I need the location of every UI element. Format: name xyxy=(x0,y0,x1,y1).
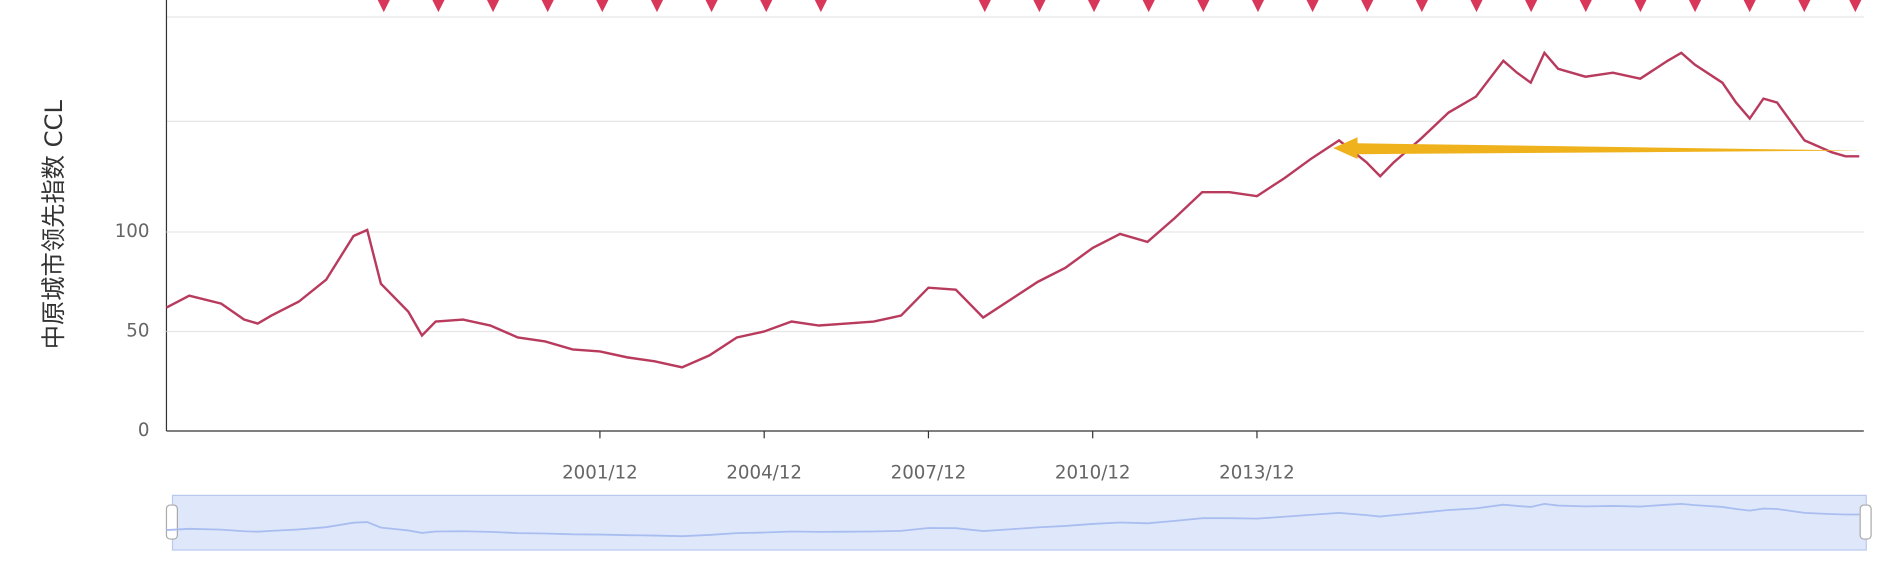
pin xyxy=(1087,0,1101,13)
slider-line xyxy=(166,502,1860,538)
pin xyxy=(978,0,991,13)
pin xyxy=(1251,0,1265,13)
pin xyxy=(1579,0,1592,13)
pin xyxy=(1306,0,1319,13)
pin xyxy=(1743,0,1756,13)
pin xyxy=(760,0,773,13)
pin xyxy=(650,0,664,13)
y-tick-label: 50 xyxy=(126,320,149,341)
x-tick-label: 2010/12 xyxy=(1055,463,1131,484)
pin xyxy=(1033,0,1046,13)
x-tick-label: 2013/12 xyxy=(1219,463,1295,484)
x-tick-label: 2007/12 xyxy=(891,463,967,484)
pin xyxy=(814,0,827,13)
pin xyxy=(1634,0,1647,13)
pin xyxy=(1197,0,1210,13)
pin xyxy=(432,0,445,13)
event-markers xyxy=(377,0,1862,13)
pin xyxy=(1142,0,1155,13)
pin xyxy=(1688,0,1702,13)
y-tick-label: 100 xyxy=(115,221,150,242)
slider-handle-right[interactable] xyxy=(1859,504,1872,540)
y-tick-label: 0 xyxy=(138,420,150,441)
pin xyxy=(1361,0,1374,13)
pin xyxy=(1470,0,1483,13)
pin xyxy=(1849,0,1862,13)
pin xyxy=(596,0,609,13)
pin xyxy=(486,0,500,13)
x-tick-label: 2004/12 xyxy=(726,463,802,484)
annotation-arrow xyxy=(1333,137,1864,160)
pin xyxy=(1525,0,1538,13)
pin xyxy=(541,0,554,13)
pin xyxy=(377,0,390,13)
x-tick-label: 2001/12 xyxy=(562,463,638,484)
line xyxy=(165,50,1860,369)
slider-handle-left[interactable] xyxy=(165,504,178,540)
pin xyxy=(1415,0,1428,13)
range-slider[interactable] xyxy=(165,494,1872,551)
pin xyxy=(1798,0,1811,13)
pin xyxy=(705,0,718,13)
slider-track[interactable] xyxy=(171,494,1867,551)
y-axis-label: 中原城市领先指数 CCL xyxy=(39,100,68,350)
